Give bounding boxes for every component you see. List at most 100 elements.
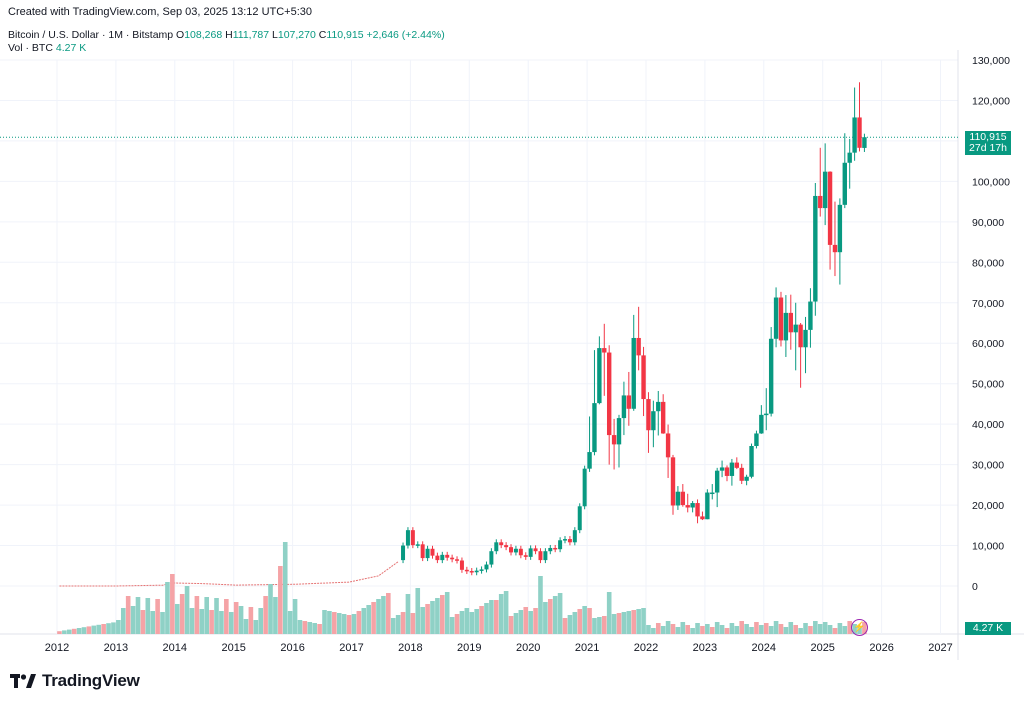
lightning-icon[interactable]: ⚡ [851, 619, 868, 636]
candle-body [852, 117, 857, 153]
price-tick-label: 40,000 [972, 419, 1004, 431]
volume-bar [130, 606, 136, 634]
candle-body [597, 348, 602, 404]
volume-bar [400, 612, 406, 634]
low-label: L [272, 29, 278, 41]
candle-body [528, 548, 533, 557]
chart-grid [0, 50, 1024, 660]
volume-bar [386, 593, 391, 634]
price-tick-label: 0 [972, 581, 978, 593]
volume-bar [278, 566, 283, 634]
candle-body [656, 401, 661, 412]
volume-bar [739, 621, 745, 634]
volume-bar [729, 623, 735, 634]
created-caption: Created with TradingView.com, Sep 03, 20… [8, 6, 313, 18]
candle-body [459, 560, 464, 570]
volume-bar [415, 588, 421, 634]
volume-bar [749, 627, 754, 634]
volume-legend[interactable]: Vol · BTC 4.27 K [8, 42, 86, 54]
volume-bar [513, 613, 519, 634]
volume-bar [435, 598, 440, 634]
volume-bar [120, 608, 126, 634]
volume-bar [62, 630, 67, 634]
volume-bar [489, 600, 494, 634]
volume-bar [238, 606, 244, 634]
candle-body [798, 324, 803, 348]
candle-body [847, 152, 852, 163]
volume-bar [199, 609, 205, 634]
price-tick-label: 100,000 [972, 176, 1010, 188]
volume-bar [258, 608, 263, 634]
candle-body [435, 555, 440, 561]
symbol-legend[interactable]: Bitcoin / U.S. Dollar · 1M · Bitstamp O1… [8, 29, 445, 41]
price-tick-label: 70,000 [972, 298, 1004, 310]
volume-bar [557, 593, 563, 634]
candle-body [631, 337, 636, 409]
volume-bar [253, 620, 259, 634]
candle-body [729, 462, 735, 476]
candle-body [420, 544, 425, 559]
volume-bar [601, 616, 607, 634]
volume-bar [336, 613, 342, 634]
volume-bar [734, 626, 740, 634]
volume-bar [317, 624, 322, 634]
volume-bar [420, 607, 425, 634]
volume-bar [174, 604, 180, 634]
volume-bar [808, 626, 813, 634]
volume-bar [503, 591, 509, 634]
volume-bar [592, 618, 597, 634]
candle-body [768, 338, 774, 414]
volume-bar [469, 612, 475, 634]
price-tick-label: 50,000 [972, 379, 1004, 391]
volume-bar [459, 611, 465, 634]
volume-bar [263, 596, 268, 634]
price-tick-label: 130,000 [972, 55, 1010, 67]
candle-body [690, 503, 695, 508]
candle-body [518, 548, 523, 556]
volume-bar [346, 615, 352, 634]
candle-body [660, 401, 666, 434]
volume-bar [155, 599, 160, 634]
volume-bar [587, 608, 592, 634]
candle-body [773, 297, 779, 339]
candle-body [499, 542, 504, 546]
candle-body [670, 457, 676, 506]
volume-bar [71, 628, 77, 634]
volume-bar [219, 611, 224, 634]
volume-bar [788, 622, 794, 634]
volume-bar [685, 625, 691, 634]
volume-bar [327, 611, 332, 634]
volume-bar [194, 596, 200, 634]
volume-bar [430, 601, 435, 634]
volume-bar [547, 599, 553, 634]
tradingview-logo[interactable]: TradingView [10, 671, 140, 691]
volume-bar [719, 625, 725, 634]
volume-bar [454, 614, 460, 634]
volume-bar [700, 626, 705, 634]
time-tick-label: 2025 [810, 642, 834, 654]
candle-body [455, 559, 460, 561]
low-value: 107,270 [277, 29, 316, 41]
volume-bar [655, 623, 661, 634]
volume-bar [827, 625, 833, 634]
candle-body [464, 569, 469, 572]
volume-bar [209, 610, 214, 634]
volume-bar [444, 592, 450, 634]
close-value: 110,915 [326, 29, 364, 41]
candle-body [533, 548, 538, 552]
candle-body [857, 117, 862, 148]
candle-body [764, 413, 769, 416]
time-tick-label: 2022 [634, 642, 658, 654]
candle-body [651, 411, 656, 431]
volume-bar [813, 621, 818, 634]
volume-bar [395, 615, 401, 634]
volume-bar [798, 628, 803, 634]
volume-bar [803, 623, 808, 634]
candle-body [577, 506, 582, 531]
volume-bar [582, 606, 587, 634]
time-tick-label: 2027 [928, 642, 952, 654]
candle-body [695, 503, 700, 517]
candle-body [479, 569, 484, 571]
volume-bar [783, 627, 789, 634]
